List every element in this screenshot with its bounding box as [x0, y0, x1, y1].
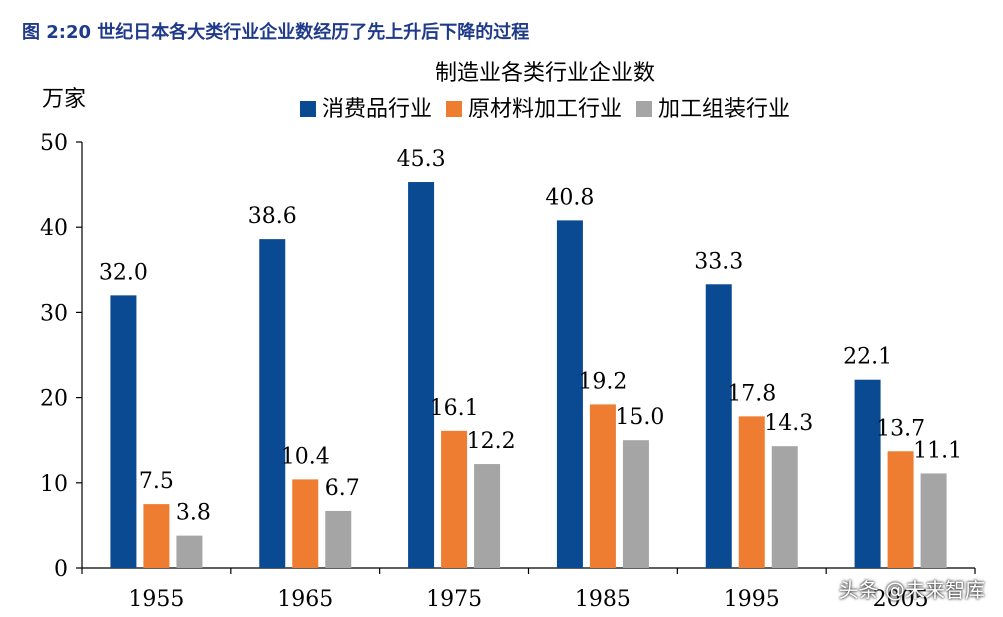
chart-title: 制造业各类行业企业数: [435, 61, 655, 86]
bars: [110, 182, 947, 569]
data-label: 16.1: [430, 396, 479, 421]
data-label: 15.0: [615, 405, 664, 430]
bar: [176, 535, 203, 568]
legend-swatch: [299, 101, 316, 117]
data-label: 17.8: [727, 381, 776, 406]
bar: [408, 182, 435, 568]
legend-swatch: [636, 101, 653, 117]
data-label: 12.2: [467, 429, 516, 454]
bar: [887, 451, 914, 568]
bar: [441, 430, 468, 568]
y-tick-label: 30: [40, 301, 68, 326]
y-tick-label: 20: [40, 387, 68, 412]
data-label: 13.7: [876, 416, 925, 441]
data-label: 14.3: [764, 411, 813, 436]
x-tick-label: 1975: [426, 587, 482, 612]
x-tick-label: 1995: [724, 587, 780, 612]
watermark: 头条 @未来智库: [838, 578, 985, 602]
x-tick-label: 1965: [277, 587, 333, 612]
bar: [474, 464, 501, 568]
x-tick-label: 1955: [128, 587, 184, 612]
data-label: 45.3: [397, 147, 446, 172]
x-tick-label: 1985: [575, 587, 631, 612]
bar: [589, 404, 616, 568]
bar: [110, 295, 137, 568]
bar: [920, 473, 947, 568]
data-label: 40.8: [545, 185, 594, 210]
y-tick-label: 0: [54, 557, 68, 582]
figure-title: 图 2:20 世纪日本各大类行业企业数经历了先上升后下降的过程: [22, 22, 530, 43]
bar: [556, 220, 583, 568]
bar: [622, 440, 649, 568]
bar: [738, 416, 765, 568]
y-tick-label: 10: [40, 472, 68, 497]
bar: [325, 510, 352, 568]
data-label: 33.3: [694, 249, 743, 274]
legend-label: 加工组装行业: [658, 97, 790, 122]
data-label: 22.1: [843, 345, 892, 370]
data-label: 6.7: [325, 476, 360, 501]
legend: 消费品行业 原材料加工行业 加工组装行业: [299, 97, 790, 122]
bar: [143, 504, 170, 568]
data-label: 11.1: [913, 438, 962, 463]
y-axis-unit-label: 万家: [42, 87, 86, 112]
legend-label: 原材料加工行业: [468, 97, 622, 122]
data-label: 7.5: [139, 469, 174, 494]
data-labels: 32.0 38.6 45.3 40.8 33.3 22.1 7.5 10.4 16.1 19.2 1…: [99, 147, 962, 526]
bar: [771, 446, 798, 568]
legend-swatch: [445, 101, 462, 117]
bar: [259, 239, 286, 569]
data-label: 32.0: [99, 260, 148, 285]
y-tick-label: 50: [40, 131, 68, 156]
axes: 0 10 20 30 40 50 1955 1965 1975 1985 1995 2005: [40, 131, 976, 612]
bar: [705, 284, 732, 568]
data-label: 3.8: [176, 501, 211, 526]
data-label: 10.4: [281, 444, 330, 469]
data-label: 19.2: [578, 369, 627, 394]
bar: [854, 379, 881, 568]
bar: [292, 479, 319, 568]
x-tick-label: 2005: [873, 587, 929, 612]
y-tick-label: 40: [40, 216, 68, 241]
data-label: 38.6: [248, 204, 297, 229]
legend-label: 消费品行业: [322, 97, 432, 122]
